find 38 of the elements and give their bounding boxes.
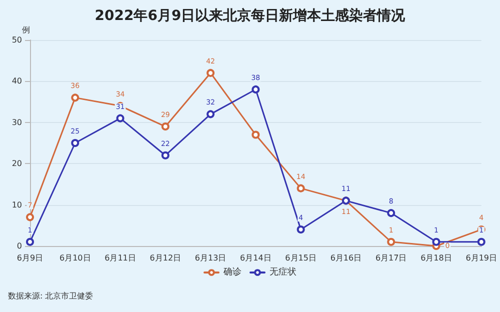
point: [26, 213, 34, 222]
point: [387, 209, 396, 218]
x-tick-label: 6月17日: [375, 254, 407, 262]
x-tick-label: 6月19日: [466, 254, 498, 262]
y-tick-label: 0: [16, 242, 22, 250]
x-tick-label: 6月13日: [194, 254, 226, 262]
y-tick-label: 30: [12, 118, 22, 127]
point: [206, 110, 215, 118]
point: [206, 68, 215, 77]
point: [296, 226, 305, 234]
y-tick-label: 10: [12, 200, 22, 210]
y-tick-label: 40: [12, 76, 22, 86]
x-tick-label: 6月12日: [150, 254, 182, 262]
point: [161, 151, 170, 160]
point: [71, 139, 80, 147]
source-note: 数据来源: 北京市卫健委: [8, 292, 94, 300]
point: [432, 238, 440, 246]
x-tick-label: 6月11日: [104, 254, 136, 262]
point: [71, 94, 80, 102]
point: [252, 85, 260, 94]
chart-title: 2022年6月9日以来北京每日新增本土感染者情况: [94, 7, 406, 24]
x-tick-label: 6月14日: [240, 254, 272, 262]
point: [252, 130, 260, 139]
x-tick-label: 6月15日: [285, 254, 316, 262]
x-tick-label: 6月18日: [420, 254, 452, 262]
legend-label: 无症状: [270, 266, 296, 278]
y-axis-title: 例: [22, 26, 30, 34]
y-tick-label: 20: [12, 159, 22, 168]
point: [387, 238, 396, 246]
x-tick-label: 6月9日: [16, 254, 44, 262]
point: [477, 238, 486, 246]
point: [116, 114, 124, 122]
y-tick-label: 50: [12, 36, 22, 44]
x-tick-label: 6月16日: [330, 254, 362, 262]
x-tick-label: 6月10日: [59, 254, 91, 262]
point: [296, 184, 305, 192]
legend-label: 确诊: [222, 266, 242, 278]
point: [161, 122, 170, 131]
